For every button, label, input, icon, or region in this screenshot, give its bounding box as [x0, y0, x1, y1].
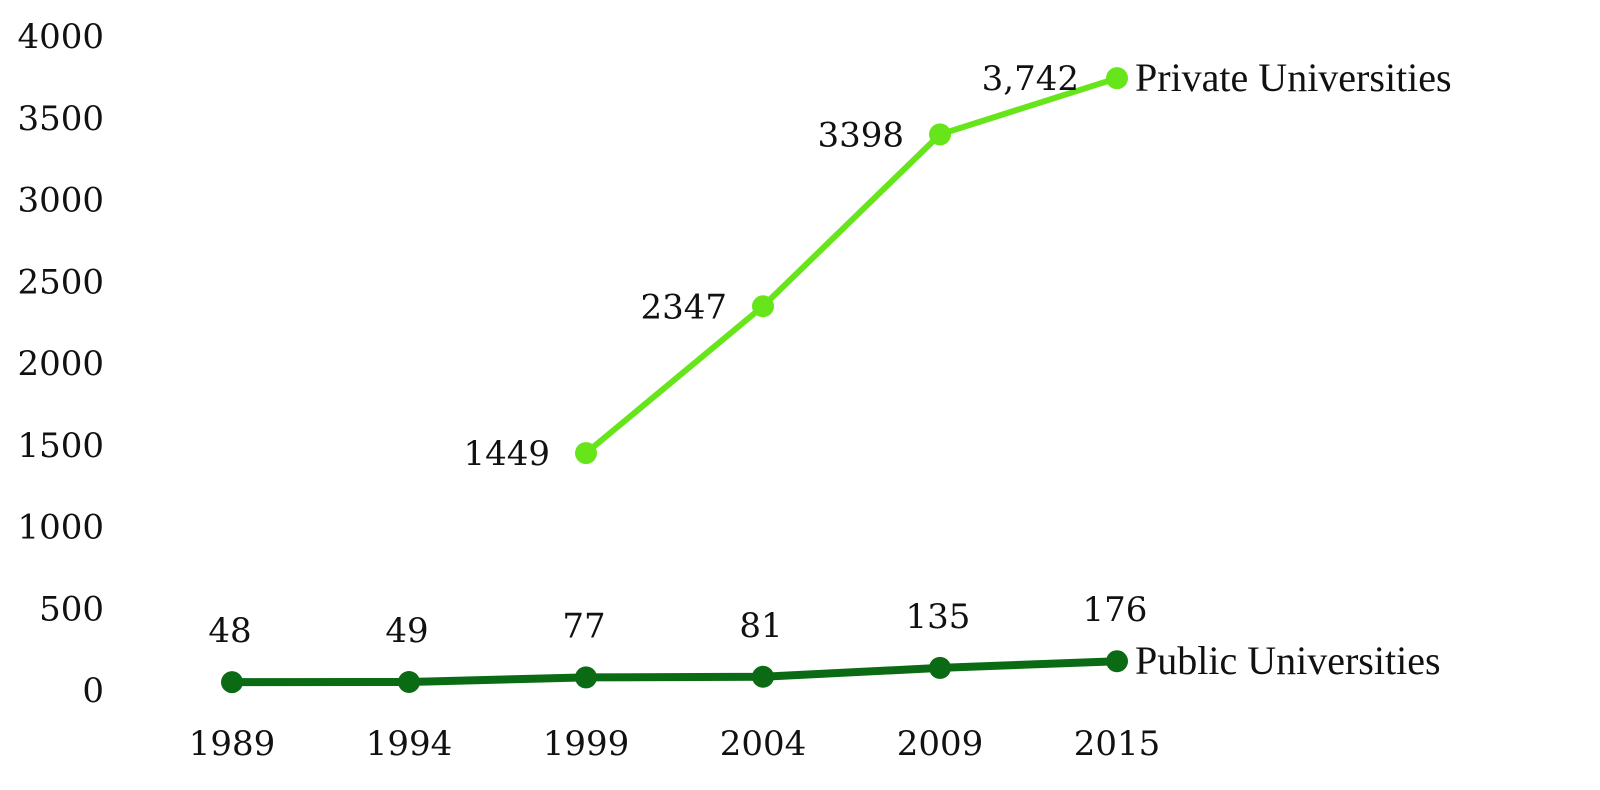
- series-public-universities: 48 49 77 81 135 176 Public Universities: [208, 590, 1441, 694]
- y-tick-label-2500: 2500: [17, 262, 104, 302]
- data-point-public-universities-2004: [752, 665, 774, 688]
- y-tick-label-1500: 1500: [17, 426, 104, 466]
- data-point-private-universities-1999: [575, 442, 597, 465]
- series-private-universities: 1449 2347 3398 3,742 Private Universities: [463, 55, 1451, 474]
- y-tick-label-4000: 4000: [17, 17, 104, 57]
- y-tick-label-1000: 1000: [17, 508, 104, 548]
- series-line-public-universities: [228, 657, 1121, 687]
- y-axis-tick-labels: 0 500 1000 1500 2000 2500 3000 3500 4000: [17, 17, 104, 711]
- series-name-public-universities: Public Universities: [1135, 638, 1441, 683]
- x-tick-label-2004: 2004: [720, 724, 807, 764]
- data-label-public-universities-1994: 49: [385, 611, 428, 651]
- data-label-private-universities-2009: 3398: [817, 115, 904, 155]
- data-label-public-universities-1999: 77: [562, 606, 605, 646]
- data-point-public-universities-1989: [221, 671, 243, 694]
- x-tick-label-1989: 1989: [189, 724, 276, 764]
- data-label-private-universities-2015: 3,742: [982, 59, 1079, 99]
- data-point-public-universities-1994: [398, 670, 420, 693]
- data-point-public-universities-2009: [929, 656, 951, 679]
- series-name-private-universities: Private Universities: [1135, 55, 1452, 100]
- data-label-private-universities-2004: 2347: [640, 287, 727, 327]
- data-label-public-universities-1989: 48: [208, 611, 251, 651]
- x-tick-label-1999: 1999: [543, 724, 630, 764]
- y-tick-label-2000: 2000: [17, 344, 104, 384]
- x-tick-label-2009: 2009: [897, 724, 984, 764]
- y-tick-label-3500: 3500: [17, 99, 104, 139]
- y-tick-label-3000: 3000: [17, 181, 104, 221]
- data-point-private-universities-2015: [1106, 67, 1128, 90]
- data-label-public-universities-2004: 81: [739, 606, 782, 646]
- x-axis-tick-labels: 1989 1994 1999 2004 2009 2015: [189, 724, 1161, 764]
- data-point-public-universities-1999: [575, 666, 597, 689]
- data-label-public-universities-2015: 176: [1083, 590, 1148, 630]
- data-point-private-universities-2009: [929, 123, 951, 146]
- data-label-public-universities-2009: 135: [906, 597, 971, 637]
- data-label-private-universities-1999: 1449: [463, 434, 550, 474]
- x-tick-label-2015: 2015: [1074, 724, 1161, 764]
- y-tick-label-500: 500: [39, 589, 104, 629]
- x-tick-label-1994: 1994: [366, 724, 453, 764]
- series-line-private-universities: [583, 75, 1120, 457]
- data-point-public-universities-2015: [1106, 650, 1128, 673]
- data-point-private-universities-2004: [752, 295, 774, 318]
- y-tick-label-0: 0: [82, 671, 104, 711]
